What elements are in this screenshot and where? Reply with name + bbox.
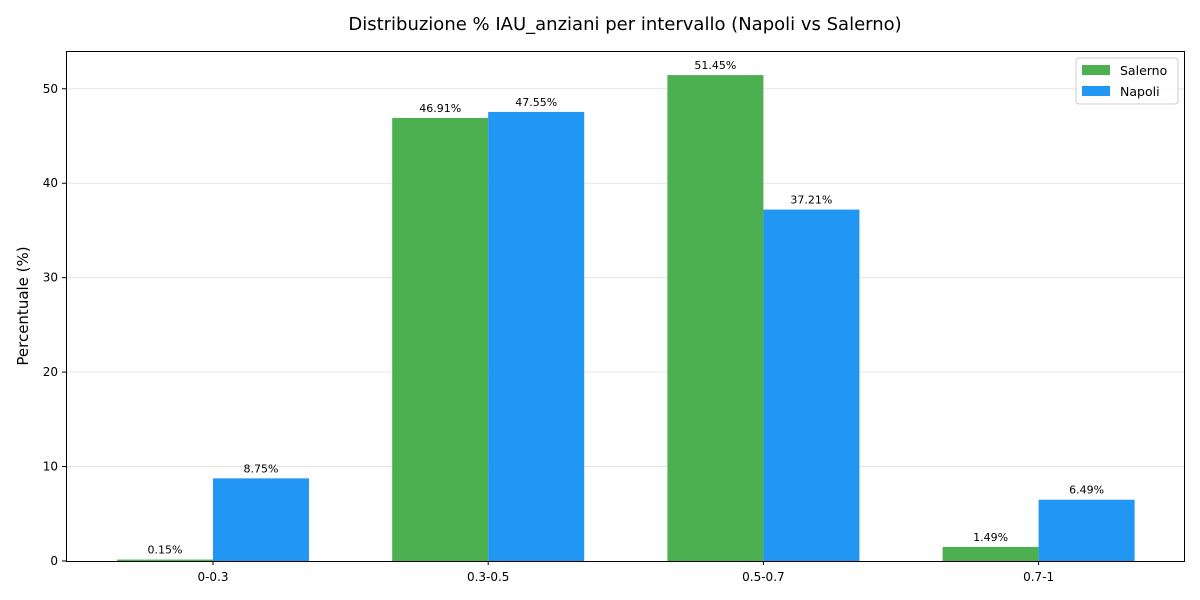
y-axis-ticks: 0 10 20 30 40 50 <box>43 82 66 568</box>
bars <box>117 75 1135 562</box>
y-tick-label: 40 <box>43 176 58 190</box>
legend-label: Salerno <box>1120 63 1167 78</box>
x-tick-label: 0.3-0.5 <box>467 570 510 584</box>
legend-swatch <box>1082 65 1110 75</box>
legend-swatch <box>1082 86 1110 96</box>
y-tick-label: 10 <box>43 460 58 474</box>
bar-value-label: 37.21% <box>790 194 832 207</box>
bar-value-label: 6.49% <box>1069 484 1104 497</box>
legend-label: Napoli <box>1120 84 1160 99</box>
plot-frame <box>66 51 1185 562</box>
x-axis-ticks: 0-0.3 0.3-0.5 0.5-0.7 0.7-1 <box>197 561 1054 584</box>
bar-salerno <box>117 559 213 561</box>
bar-napoli <box>763 209 860 562</box>
bar-value-label: 46.91% <box>419 102 461 115</box>
x-tick-label: 0.5-0.7 <box>742 570 785 584</box>
y-tick-label: 30 <box>43 271 58 285</box>
x-tick-label: 0-0.3 <box>197 570 228 584</box>
bar-value-label: 8.75% <box>244 462 279 475</box>
data-labels: 0.15% 8.75% 46.91% 47.55% 51.45% 37.21% 1.49% 6… <box>148 59 1105 556</box>
y-tick-label: 0 <box>50 554 58 568</box>
y-tick-label: 50 <box>43 82 58 96</box>
bar-value-label: 51.45% <box>694 59 736 72</box>
x-tick-label: 0.7-1 <box>1023 570 1054 584</box>
bar-napoli <box>1038 499 1135 561</box>
bar-salerno <box>942 546 1039 561</box>
chart-title: Distribuzione % IAU_anziani per interval… <box>348 14 901 35</box>
bar-value-label: 1.49% <box>973 531 1008 544</box>
bar-salerno <box>667 75 764 561</box>
bar-napoli <box>213 478 309 561</box>
y-tick-label: 20 <box>43 365 58 379</box>
y-axis-label: Percentuale (%) <box>14 246 32 365</box>
bar-napoli <box>488 111 585 562</box>
legend: Salerno Napoli <box>1075 57 1179 105</box>
bar-value-label: 0.15% <box>148 544 183 557</box>
bar-value-label: 47.55% <box>515 96 557 109</box>
bar-salerno <box>392 117 489 561</box>
grid-lines <box>66 88 1184 468</box>
